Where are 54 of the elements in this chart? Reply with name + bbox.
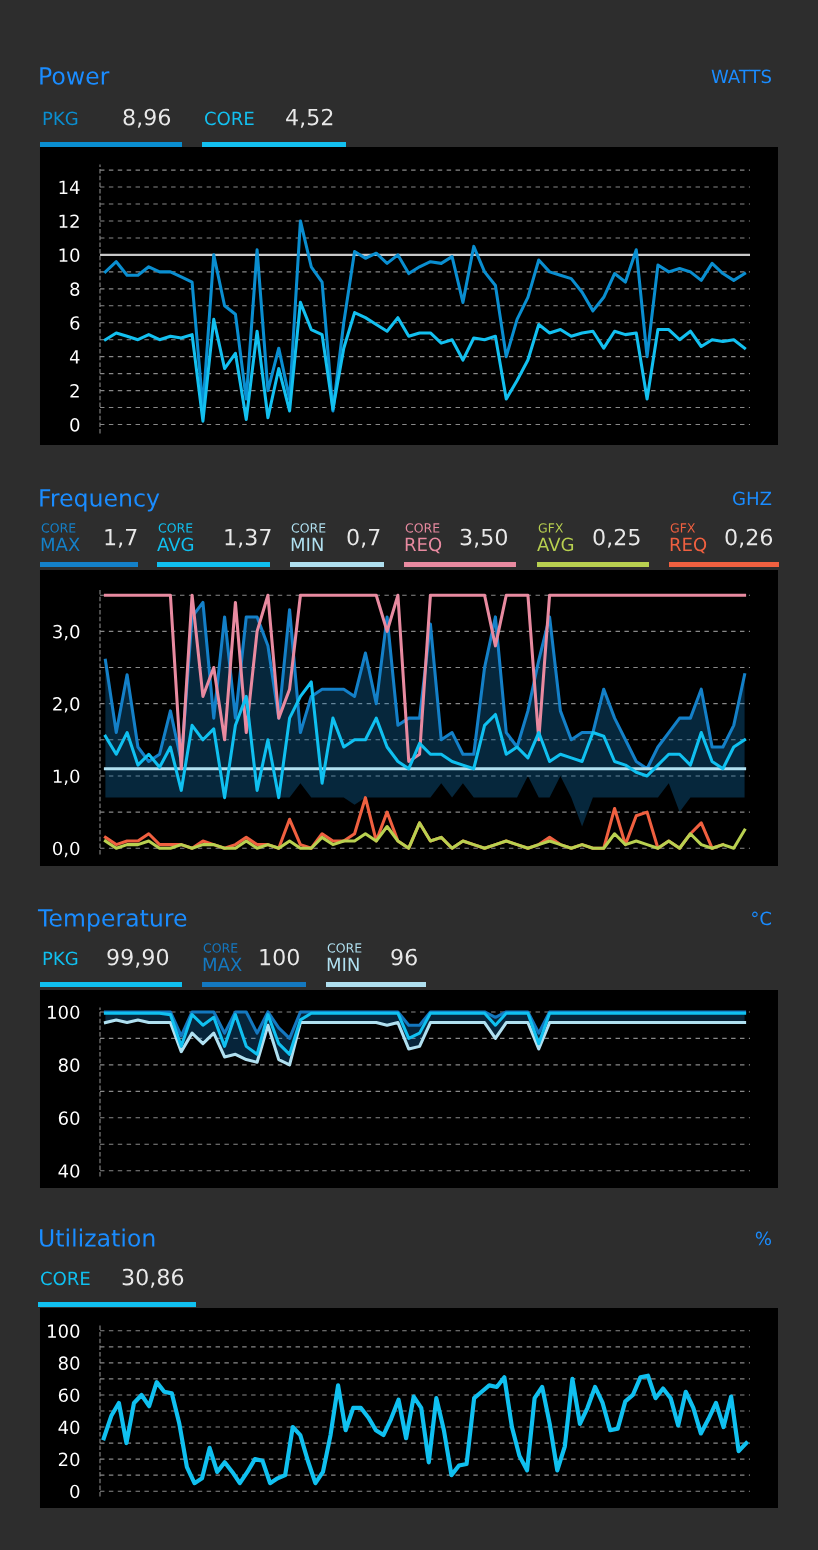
text: 1,37 — [225, 528, 271, 548]
y-tick-label: 4 — [69, 350, 80, 364]
y-tick-label: 0,0 — [53, 841, 80, 858]
y-tick-label: 80 — [58, 1058, 80, 1072]
text: CORE MIN — [291, 523, 326, 551]
chart-title: Power — [40, 67, 110, 85]
y-tick-label: 0 — [70, 1484, 80, 1499]
chart-subtitle: % — [755, 1231, 771, 1246]
y-tick-label: 40 — [58, 1420, 80, 1435]
y-tick-label: 10 — [59, 248, 80, 263]
text: 99,90 — [107, 948, 169, 968]
text: GFX AVG — [537, 523, 574, 552]
text: CORE MAX — [203, 943, 242, 971]
y-tick-label: 2,0 — [53, 697, 80, 713]
text: CORE MAX — [41, 523, 80, 551]
text: 0,25 — [593, 528, 640, 548]
text: 30,86 — [122, 1268, 184, 1288]
text: 100 — [260, 948, 299, 966]
text: CORE MIN — [327, 943, 362, 971]
y-tick-label: 80 — [58, 1356, 80, 1370]
text: CORE — [205, 111, 254, 126]
y-tick-label: 14 — [59, 180, 80, 194]
chart-title: Temperature — [37, 909, 187, 932]
text: 1,7 — [105, 528, 137, 548]
y-tick-label: 60 — [58, 1388, 80, 1403]
text: 0,7 — [347, 528, 380, 548]
y-tick-label: 12 — [59, 214, 79, 228]
y-tick-label: 20 — [58, 1452, 80, 1467]
y-tick-label: 6 — [70, 316, 80, 330]
text: 4,52 — [286, 108, 333, 128]
chart-subtitle: °C — [752, 911, 772, 926]
y-tick-label: 100 — [48, 1324, 80, 1338]
y-tick-label: 1,0 — [53, 769, 80, 785]
text: CORE AVG — [157, 523, 194, 552]
text: 96 — [391, 948, 417, 966]
y-tick-label: 40 — [58, 1164, 80, 1178]
chart-title: Utilization — [40, 1228, 155, 1247]
text: CORE — [41, 1271, 90, 1286]
chart-subtitle: GHZ — [733, 491, 772, 506]
y-tick-label: 8 — [70, 282, 80, 296]
text: PKG — [43, 111, 78, 126]
text: 8,96 — [123, 108, 171, 128]
text: PKG — [43, 951, 78, 966]
text: 0,26 — [725, 528, 773, 548]
chart-title: Frequency — [40, 489, 160, 512]
text: 3,50 — [460, 528, 507, 548]
y-tick-label: 0 — [70, 417, 80, 432]
y-tick-label: 3,0 — [53, 624, 80, 641]
chart-subtitle: WATTS — [711, 69, 771, 84]
text: GFX REQ — [670, 523, 707, 554]
y-tick-label: 100 — [48, 1005, 80, 1020]
text: CORE REQ — [405, 523, 442, 554]
y-tick-label: 60 — [58, 1111, 80, 1125]
y-tick-label: 2 — [70, 384, 79, 398]
